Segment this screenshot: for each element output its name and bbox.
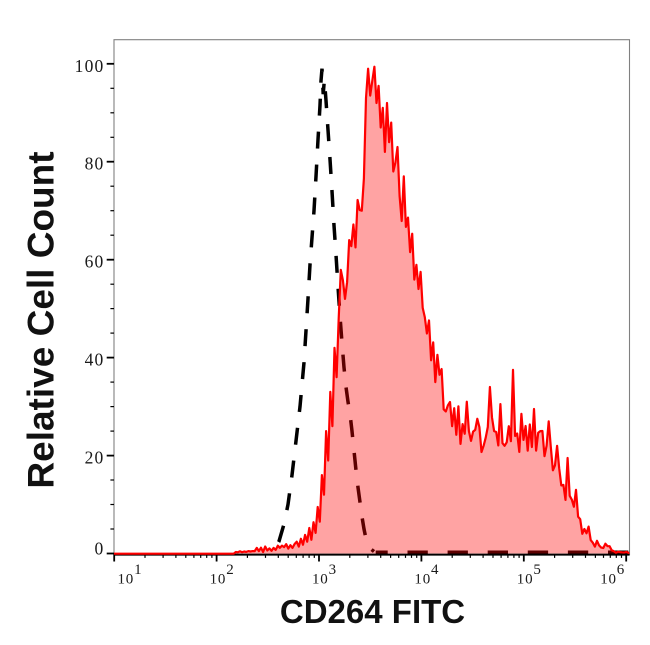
svg-text:Relative Cell Count: Relative Cell Count — [21, 151, 62, 488]
svg-text:100: 100 — [75, 56, 105, 76]
svg-text:CD264 FITC: CD264 FITC — [280, 593, 465, 630]
svg-text:80: 80 — [85, 154, 105, 174]
svg-text:60: 60 — [85, 252, 105, 272]
svg-text:20: 20 — [85, 448, 105, 468]
svg-text:0: 0 — [95, 538, 105, 558]
svg-text:40: 40 — [85, 350, 105, 370]
